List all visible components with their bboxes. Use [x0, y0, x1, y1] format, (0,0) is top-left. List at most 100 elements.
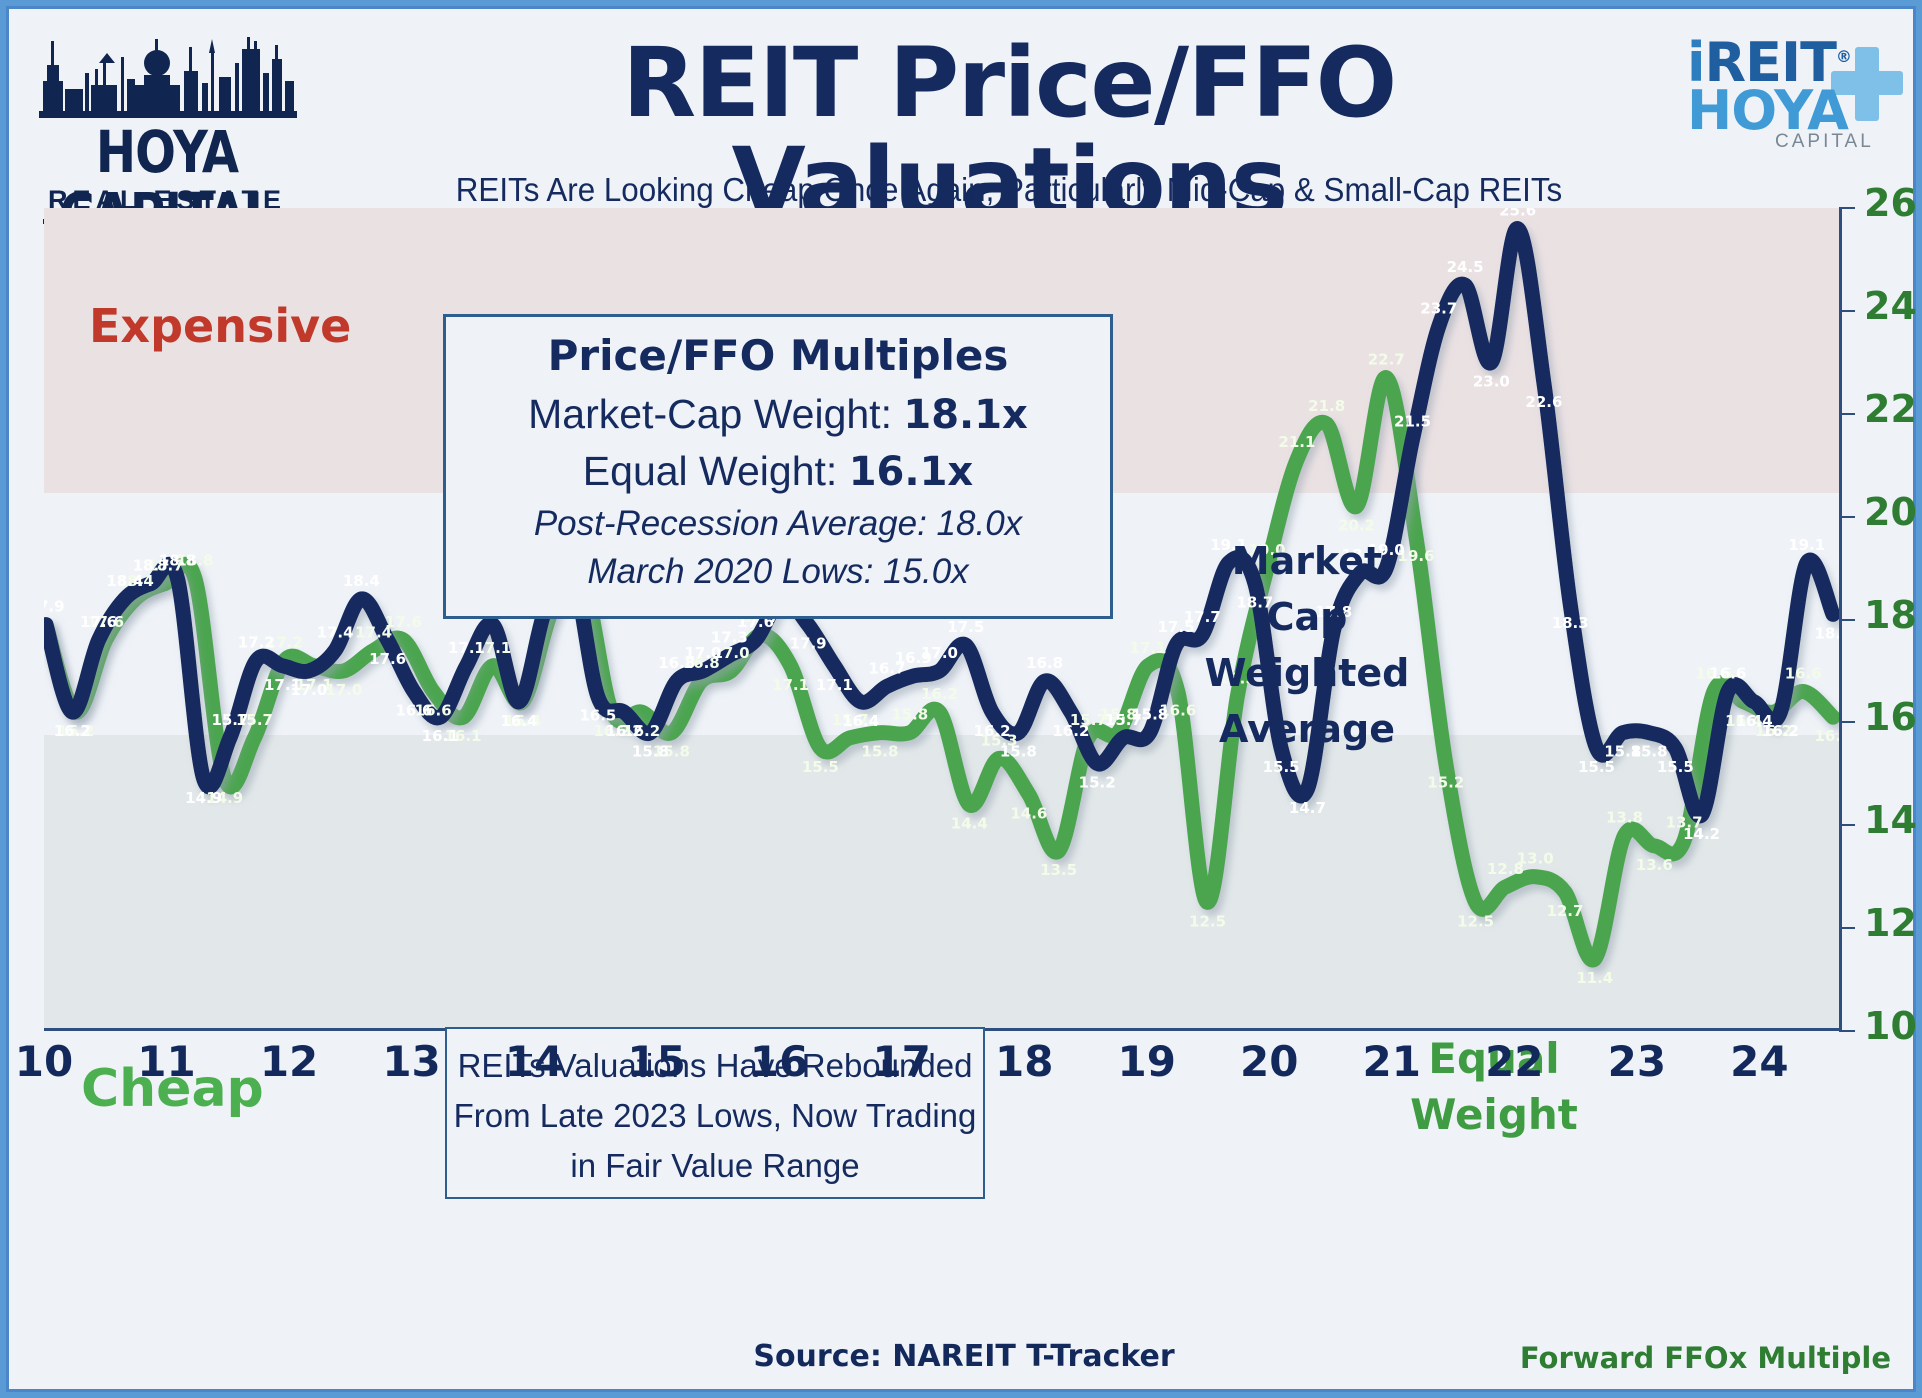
page-subtitle: REITs Are Looking Cheap Once Again, Part… [455, 171, 1563, 208]
zone-label-expensive: Expensive [89, 299, 352, 353]
data-label: 12.8 [1487, 860, 1524, 878]
data-label: 17.7 [1184, 608, 1221, 626]
market-cap-series-label: Market Cap Weighted Average [1204, 539, 1410, 751]
data-label: 19.1 [1788, 536, 1825, 554]
x-tick-label-10: 10 [14, 1037, 74, 1086]
march-2020-lows: March 2020 Lows: 15.0x [587, 552, 969, 591]
data-label: 14.4 [951, 815, 988, 833]
capital-wordmark: CAPITAL [1775, 131, 1874, 152]
data-label: 15.7 [211, 711, 248, 729]
y-tick [1839, 1030, 1855, 1032]
data-label: 11.4 [1576, 969, 1613, 987]
data-label: 13.0 [1517, 850, 1554, 868]
x-tick-label-20: 20 [1240, 1037, 1299, 1086]
data-label: 15.8 [632, 743, 669, 761]
data-label: 14.9 [206, 789, 243, 807]
zone-label-cheap: Cheap [81, 1059, 264, 1119]
price-ffo-multiples-box: Price/FFO Multiples Market-Cap Weight: 1… [443, 314, 1113, 619]
data-label: 21.8 [1308, 397, 1345, 415]
data-label: 17.6 [87, 613, 124, 631]
data-label: 17.4 [355, 623, 392, 641]
x-tick-label-18: 18 [994, 1037, 1054, 1086]
data-label: 15.8 [1631, 743, 1668, 761]
data-label: 16.2 [974, 722, 1011, 740]
data-label: 17.9 [44, 598, 65, 616]
data-label: 18.7 [1236, 593, 1273, 611]
x-tick-label-17: 17 [872, 1037, 931, 1086]
y-tick-label: 10 [1864, 1004, 1917, 1048]
data-label: 18.8 [176, 551, 213, 569]
x-tick-label-12: 12 [259, 1037, 319, 1086]
y-tick-label: 14 [1864, 798, 1917, 843]
data-label: 16.9 [895, 649, 932, 667]
data-label: 20.2 [1338, 516, 1375, 534]
data-label: 16.5 [1219, 670, 1256, 688]
series-path [44, 370, 1839, 968]
y-tick [1839, 515, 1855, 518]
x-tick-label-19: 19 [1117, 1037, 1176, 1086]
data-label: 17.6 [369, 650, 406, 668]
data-label: 17.9 [44, 598, 65, 616]
data-label: 15.8 [1000, 743, 1037, 761]
data-label: 22.7 [1368, 351, 1405, 369]
data-label: 15.7 [1105, 711, 1142, 729]
data-label: 17.6 [80, 613, 117, 631]
data-label: 22.6 [1525, 393, 1562, 411]
data-label: 16.4 [501, 712, 538, 730]
hoya-wordmark: HOYA [1687, 79, 1849, 142]
note-line-3: in Fair Value Range [570, 1147, 860, 1184]
data-label: 17.2 [238, 634, 275, 652]
data-label: 16.1 [1814, 727, 1839, 745]
data-label: 16.8 [658, 654, 695, 672]
data-label: 16.8 [1026, 654, 1063, 672]
data-label: 19.1 [1210, 536, 1247, 554]
market-cap-data-labels: 17.916.217.618.418.718.814.915.717.217.1… [44, 208, 1839, 843]
data-label: 17.0 [921, 644, 958, 662]
data-label: 18.4 [106, 572, 143, 590]
x-tick-label-13: 13 [382, 1037, 441, 1086]
data-label: 17.1 [1129, 639, 1166, 657]
data-label: 15.7 [1070, 711, 1107, 729]
data-label: 16.4 [1725, 712, 1762, 730]
data-label: 19.0 [1368, 541, 1405, 559]
data-label: 13.6 [1636, 856, 1673, 874]
note-line-1: REITs Valuations Have Rebounded [457, 1047, 973, 1084]
equal-weight-line [44, 370, 1839, 968]
data-label: 16.5 [579, 707, 616, 725]
data-label: 18.3 [1552, 614, 1589, 632]
ireit-reit: REIT [1704, 31, 1837, 94]
series-path [44, 221, 1839, 824]
data-label: 16.4 [1736, 712, 1773, 730]
data-label: 17.5 [1158, 618, 1195, 636]
data-label: 17.1 [448, 639, 485, 657]
market-cap-weight-value: 18.1x [903, 392, 1028, 438]
data-label: 15.2 [1427, 774, 1464, 792]
y-tick-label: 24 [1864, 283, 1917, 328]
data-label: 12.5 [1189, 912, 1226, 930]
x-axis-labels: 10 11 12 13 14 15 16 17 18 19 20 21 22 23 24 [15, 1037, 1844, 1087]
data-label: 16.1 [444, 727, 481, 745]
data-label: 15.8 [1131, 706, 1168, 724]
data-label: 12.5 [1457, 912, 1494, 930]
data-label: 16.1 [422, 727, 459, 745]
data-label: 14.2 [1683, 825, 1720, 843]
y-tick-label: 26 [1864, 181, 1917, 225]
note-line-2: From Late 2023 Lows, Now Trading [453, 1097, 977, 1134]
x-tick-label-14: 14 [504, 1037, 564, 1086]
y-tick-label: 12 [1864, 901, 1917, 946]
data-label: 15.8 [861, 743, 898, 761]
data-label: 13.8 [1606, 809, 1643, 827]
x-tick-label-22: 22 [1485, 1037, 1544, 1086]
data-label: 25.6 [1499, 208, 1536, 220]
rebound-note-box: REITs Valuations Have Rebounded From Lat… [445, 1027, 985, 1199]
data-label: 12.7 [1546, 902, 1583, 920]
data-label: 15.5 [1578, 758, 1615, 776]
y-tick-label: 18 [1864, 592, 1917, 637]
data-label: 18.8 [159, 551, 196, 569]
data-label: 23.7 [1420, 299, 1457, 317]
data-label: 17.8 [1315, 603, 1352, 621]
post-recession-average: Post-Recession Average: 18.0x [533, 504, 1023, 543]
data-label: 13.7 [1666, 814, 1703, 832]
equal-weight-series-label: Equal Weight [1410, 1034, 1578, 1139]
data-label: 18.7 [147, 556, 184, 574]
